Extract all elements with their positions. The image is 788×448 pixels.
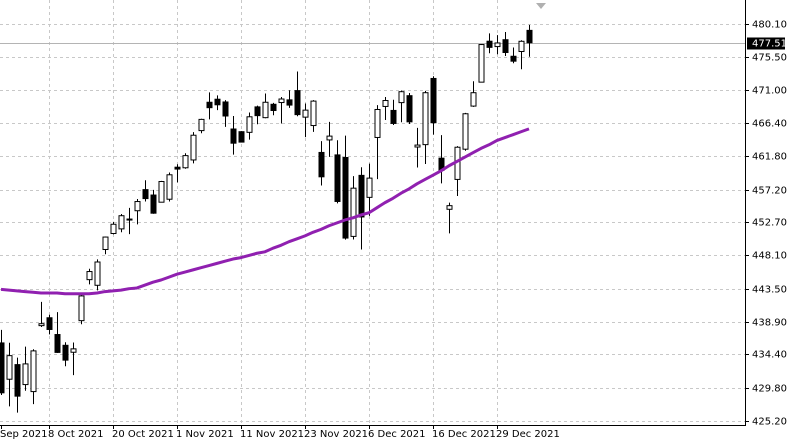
candle-body <box>94 261 101 286</box>
candle-body <box>470 92 477 107</box>
candle-body <box>422 92 429 146</box>
candle-body <box>326 135 333 141</box>
candle-body <box>118 215 125 230</box>
candle-body <box>166 174 173 200</box>
candle-body <box>174 166 181 170</box>
candle-body <box>142 189 149 200</box>
y-tick-label: 480.10 <box>752 20 787 31</box>
grid <box>0 0 745 425</box>
candle-body <box>262 101 269 119</box>
x-tick-label: 8 Oct 2021 <box>48 429 103 440</box>
candle-body <box>358 174 365 218</box>
candle-body <box>190 134 197 161</box>
candle-body <box>502 39 509 54</box>
candle-body <box>286 99 293 106</box>
current-price-label: 477.51 <box>752 39 787 50</box>
y-tick-label: 457.20 <box>752 186 787 197</box>
candle-body <box>134 201 141 212</box>
candle-body <box>38 323 45 327</box>
x-tick-label: 29 Dec 2021 <box>496 429 560 440</box>
y-tick-label: 443.50 <box>752 285 787 296</box>
candle-body <box>350 187 357 237</box>
candle-body <box>182 155 189 169</box>
candle-body <box>278 98 285 104</box>
x-tick-label: 16 Dec 2021 <box>432 429 496 440</box>
candle-body <box>30 350 37 393</box>
x-tick-label: 20 Oct 2021 <box>112 429 174 440</box>
candle-body <box>214 98 221 106</box>
y-tick-label: 438.90 <box>752 318 787 329</box>
y-tick-label: 475.50 <box>752 53 787 64</box>
candle-body <box>430 77 437 124</box>
x-tick-label: 23 Nov 2021 <box>304 429 368 440</box>
candle-body <box>6 355 13 380</box>
candle-body <box>102 236 109 250</box>
candle-body <box>222 101 229 117</box>
candle-body <box>318 151 325 178</box>
y-tick-label: 425.20 <box>752 417 787 428</box>
candle-body <box>478 44 485 83</box>
candle-body <box>86 271 93 281</box>
y-tick-label: 461.80 <box>752 152 787 163</box>
candle-body <box>294 90 301 116</box>
moving-average-line <box>0 127 530 296</box>
candle-body <box>0 342 5 394</box>
candle-body <box>246 116 253 133</box>
y-tick-label: 448.10 <box>752 251 787 262</box>
candle-body <box>494 42 501 48</box>
candle-body <box>46 317 53 330</box>
candle-body <box>158 181 165 203</box>
candle-body <box>526 29 533 44</box>
candle-body <box>342 157 349 239</box>
plot <box>0 24 533 413</box>
chart-shift-marker <box>536 3 546 9</box>
y-tick-label: 452.70 <box>752 218 787 229</box>
candle-body <box>334 154 341 202</box>
candle-body <box>374 108 381 138</box>
candle-body <box>462 113 469 150</box>
candle-body <box>62 344 69 361</box>
candle-body <box>510 55 517 62</box>
y-tick-label: 471.00 <box>752 86 787 97</box>
candle-body <box>14 364 21 397</box>
candle-body <box>398 91 405 104</box>
candle-body <box>382 100 389 107</box>
candle-body <box>270 103 277 111</box>
x-tick-label: 6 Dec 2021 <box>368 429 426 440</box>
candle-body <box>22 363 29 386</box>
candle-body <box>486 40 493 48</box>
candle-body <box>518 40 525 52</box>
candle-body <box>78 295 85 322</box>
candle-body <box>446 205 453 210</box>
candle-body <box>198 118 205 132</box>
candle-body <box>150 194 157 214</box>
candle-body <box>406 95 413 123</box>
candle-body <box>238 131 245 143</box>
candle-body <box>254 106 261 117</box>
candle-body <box>206 101 213 109</box>
y-tick-label: 466.40 <box>752 119 787 130</box>
x-tick-label: Sep 2021 <box>0 429 47 440</box>
candle-body <box>54 334 61 353</box>
current-price-box <box>747 37 785 50</box>
candle-body <box>414 144 421 148</box>
candle-body <box>302 109 309 118</box>
candle-body <box>390 109 397 124</box>
candle-body <box>310 100 317 127</box>
candle-body <box>366 177 373 198</box>
y-tick-label: 434.40 <box>752 350 787 361</box>
candle-body <box>230 128 237 144</box>
x-tick-label: 1 Nov 2021 <box>176 429 234 440</box>
x-tick-label: 11 Nov 2021 <box>240 429 304 440</box>
candle-body <box>126 218 133 221</box>
y-tick-label: 429.80 <box>752 384 787 395</box>
candle-body <box>110 223 117 235</box>
candle-body <box>70 348 77 353</box>
